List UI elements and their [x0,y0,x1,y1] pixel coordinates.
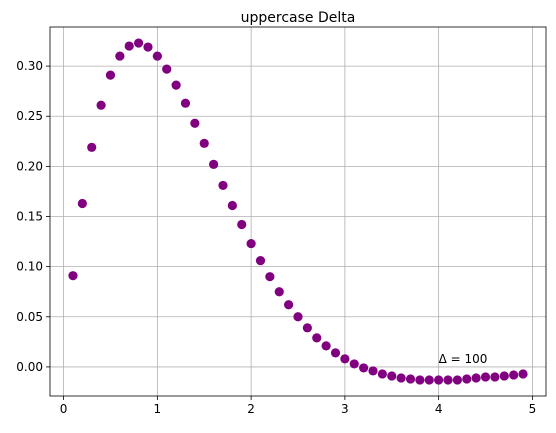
data-point [143,42,153,52]
data-point [499,371,509,381]
data-point [246,238,256,249]
x-tick-label: 0 [60,402,68,416]
data-point [387,371,397,381]
data-point [87,142,97,152]
plot-frame [49,26,547,397]
data-point [162,64,172,74]
data-point [443,375,453,385]
axis-ticks: 0 1 2 3 4 5 0.00 0.05 0.10 0.15 0.20 0.25 0.30 [16,59,536,416]
data-point [377,369,387,379]
data-point [424,375,434,385]
data-point [237,219,247,230]
data-point [171,80,181,90]
data-point [462,374,472,384]
y-tick-label: 0.25 [16,109,43,123]
data-point [405,374,416,384]
data-point [434,375,444,385]
data-point [415,375,425,385]
data-point [302,323,312,333]
data-point [68,271,78,281]
delta-annotation: Δ = 100 [439,352,488,366]
data-point [274,287,284,297]
data-point [293,312,303,322]
data-point [359,363,369,373]
data-point [330,348,341,358]
data-point [396,373,406,383]
x-tick-label: 3 [341,402,349,416]
data-point [115,51,125,61]
data-point [134,38,144,48]
grid [50,27,546,396]
data-point [490,372,500,382]
data-point [368,366,378,376]
y-tick-label: 0.10 [16,260,43,274]
y-tick-label: 0.20 [16,159,43,173]
data-point [284,300,294,310]
data-point [509,370,519,380]
data-point [124,41,134,51]
data-point [77,198,87,209]
data-point [209,159,219,169]
data-point [312,333,322,343]
data-point [152,51,162,61]
y-tick-label: 0.05 [16,310,43,324]
x-tick-label: 5 [529,402,537,416]
data-point [199,138,209,148]
data-point [190,118,200,128]
x-tick-label: 4 [435,402,443,416]
x-tick-label: 1 [154,402,162,416]
data-point [349,359,359,369]
data-point [518,369,528,379]
data-point [480,372,491,382]
data-point [96,100,106,110]
y-tick-label: 0.00 [16,360,43,374]
x-tick-label: 2 [247,402,255,416]
data-point [452,375,462,385]
y-tick-label: 0.30 [16,59,43,73]
data-point [105,70,116,80]
chart-title: uppercase Delta [241,10,356,26]
data-point [340,354,350,364]
data-point [471,373,481,383]
data-point [321,341,331,351]
data-point [255,256,266,266]
data-points [68,38,528,385]
data-point [180,98,191,108]
data-point [218,180,228,191]
data-point [227,200,237,211]
data-point [265,272,275,282]
y-tick-label: 0.15 [16,210,43,224]
